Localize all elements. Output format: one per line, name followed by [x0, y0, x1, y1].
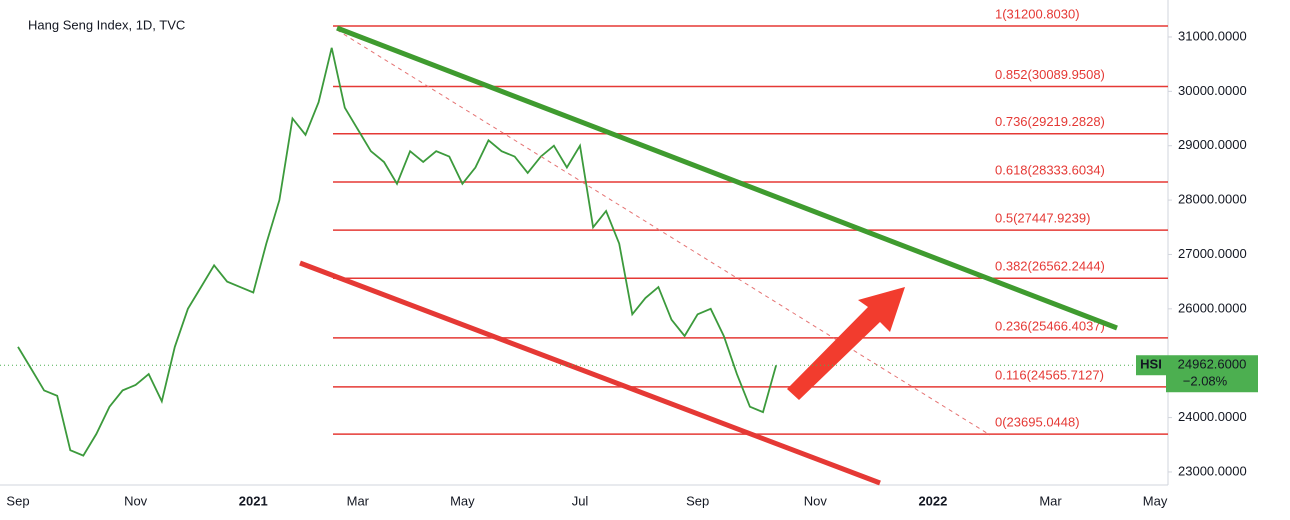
x-tick-label: Mar	[1039, 493, 1062, 508]
fib-label: 0.382(26562.2444)	[995, 259, 1105, 274]
price-label: 24962.6000	[1178, 357, 1247, 372]
x-tick-label: Sep	[6, 493, 29, 508]
x-tick-label: Mar	[347, 493, 370, 508]
y-tick-label: 23000.0000	[1178, 463, 1247, 478]
upper-trend-line	[336, 25, 1118, 331]
fib-label: 0(23695.0448)	[995, 415, 1080, 430]
y-tick-label: 24000.0000	[1178, 409, 1247, 424]
fib-label: 1(31200.8030)	[995, 6, 1080, 21]
fib-label: 0.618(28333.6034)	[995, 162, 1105, 177]
y-tick-label: 27000.0000	[1178, 246, 1247, 261]
y-tick-label: 29000.0000	[1178, 137, 1247, 152]
price-line	[17, 47, 777, 457]
chart-title: Hang Seng Index, 1D, TVC	[28, 17, 185, 32]
symbol-tag	[1136, 355, 1166, 376]
x-tick-label: May	[1143, 493, 1168, 508]
y-tick-label: 31000.0000	[1178, 28, 1247, 43]
price-tag	[1166, 355, 1258, 393]
y-tick-label: 30000.0000	[1178, 83, 1247, 98]
change-label: −2.08%	[1183, 374, 1228, 389]
fib-label: 0.736(29219.2828)	[995, 114, 1105, 129]
x-tick-label: Nov	[124, 493, 148, 508]
arrow	[787, 287, 905, 400]
x-tick-label: 2022	[918, 493, 947, 508]
dashed-trend	[336, 29, 991, 436]
fib-label: 0.116(24565.7127)	[995, 367, 1104, 382]
x-tick-label: Nov	[804, 493, 828, 508]
x-tick-label: Sep	[686, 493, 709, 508]
symbol-label: HSI	[1140, 357, 1162, 372]
y-tick-label: 26000.0000	[1178, 300, 1247, 315]
y-tick-label: 28000.0000	[1178, 192, 1247, 207]
x-tick-label: May	[450, 493, 475, 508]
fib-label: 0.5(27447.9239)	[995, 211, 1090, 226]
lower-trend-line	[299, 260, 881, 486]
x-tick-label: Jul	[572, 493, 589, 508]
fib-label: 0.852(30089.9508)	[995, 67, 1105, 82]
x-tick-label: 2021	[239, 493, 268, 508]
fib-label: 0.236(25466.4037)	[995, 318, 1105, 333]
